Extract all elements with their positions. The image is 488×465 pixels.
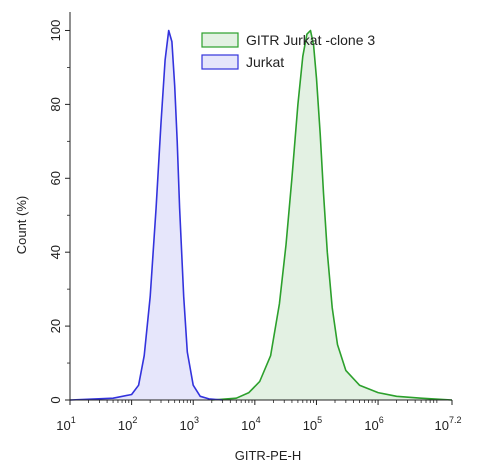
axes: [69, 12, 452, 401]
x-axis-title: GITR-PE-H: [235, 448, 301, 463]
series-areas: [69, 29, 453, 401]
y-tick-label-1: 20: [48, 319, 63, 333]
series-line-0: [211, 29, 453, 401]
ticks: 101 102 103 104 105 106 107.2 0 20 40 60 80 100: [48, 20, 461, 433]
legend-label-1: Jurkat: [246, 54, 284, 70]
x-tick-label-2: 103: [179, 415, 198, 433]
legend-swatch-1: [201, 54, 239, 70]
x-tick-label-0: 101: [56, 415, 75, 433]
series-line-1: [69, 29, 223, 401]
legend-swatch-0: [201, 32, 239, 48]
series-fill-0: [211, 30, 452, 400]
x-tick-label-6: 107.2: [435, 415, 462, 433]
y-tick-label-3: 60: [48, 171, 63, 185]
y-tick-label-0: 0: [48, 396, 63, 403]
series-fill-1: [70, 30, 223, 400]
x-tick-label-3: 104: [241, 415, 260, 433]
x-tick-label-4: 105: [303, 415, 322, 433]
y-axis-title: Count (%): [14, 196, 29, 255]
legend: GITR Jurkat -clone 3 Jurkat: [201, 32, 375, 70]
y-tick-label-4: 80: [48, 97, 63, 111]
y-tick-label-2: 40: [48, 245, 63, 259]
y-tick-label-5: 100: [48, 20, 63, 42]
x-tick-label-5: 106: [364, 415, 383, 433]
x-tick-label-1: 102: [118, 415, 137, 433]
legend-label-0: GITR Jurkat -clone 3: [246, 32, 375, 48]
